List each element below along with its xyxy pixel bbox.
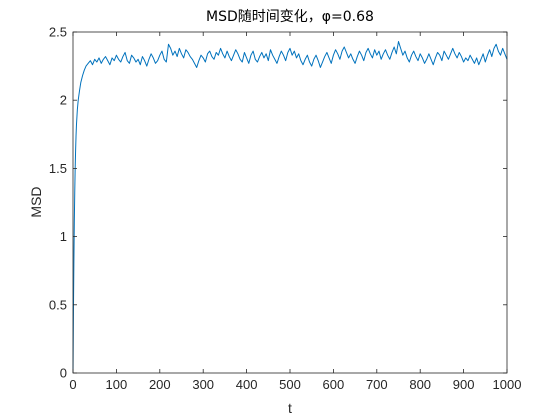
x-axis-label: t: [288, 400, 292, 416]
x-tick-label: 600: [323, 377, 345, 392]
y-tick-label: 1.5: [49, 161, 67, 176]
y-tick-label: 0.5: [49, 297, 67, 312]
x-tick-label: 300: [192, 377, 214, 392]
x-tick-label: 0: [69, 377, 76, 392]
y-tick-label: 0: [60, 366, 67, 381]
y-tick-label: 2.5: [49, 25, 67, 40]
x-tick-label: 1000: [493, 377, 522, 392]
x-tick-label: 700: [366, 377, 388, 392]
x-tick-label: 900: [453, 377, 475, 392]
x-tick-label: 400: [236, 377, 258, 392]
x-tick-label: 500: [279, 377, 301, 392]
y-tick-label: 2: [60, 93, 67, 108]
data-layer: [72, 41, 508, 374]
chart-title: MSD随时间变化，φ=0.68: [206, 9, 374, 25]
series-line-0: [72, 41, 508, 374]
x-tick-label: 200: [149, 377, 171, 392]
y-tick-label: 1: [60, 229, 67, 244]
axes-layer: 0 100 200 300 400 500 600 700 800 900 1000 0 0.5 1 1.5…: [49, 25, 522, 393]
x-tick-label: 800: [409, 377, 431, 392]
plot-area-background: [73, 32, 507, 373]
y-axis-label: MSD: [28, 186, 44, 217]
x-tick-label: 100: [106, 377, 128, 392]
